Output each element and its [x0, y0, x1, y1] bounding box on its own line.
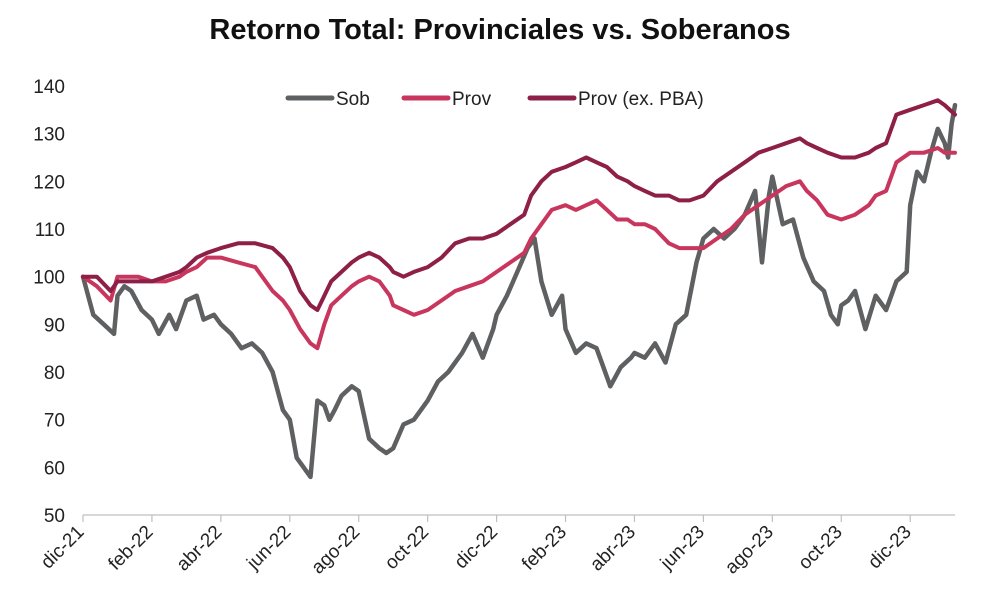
legend-item: Prov	[401, 89, 492, 110]
y-tick-label: 70	[44, 411, 65, 432]
x-tick-label: feb-23	[518, 522, 571, 575]
legend-label: Prov (ex. PBA)	[578, 89, 704, 110]
y-tick-label: 130	[33, 125, 65, 146]
x-tick-label: ago-22	[308, 522, 365, 579]
x-tick-label: jun-22	[242, 522, 295, 575]
x-tick-label: ago-23	[721, 522, 778, 579]
y-tick-label: 90	[44, 315, 65, 336]
chart-title: Retorno Total: Provinciales vs. Soberano…	[209, 14, 791, 46]
legend-label: Prov	[452, 89, 492, 110]
x-tick-label: dic-21	[37, 522, 88, 573]
x-tick-label: dic-22	[451, 522, 502, 573]
legend: Sob Prov Prov (ex. PBA)	[285, 89, 704, 110]
series-line-prov-ex-pba	[81, 98, 957, 312]
y-tick-label: 100	[33, 268, 65, 289]
y-tick-label: 60	[44, 458, 65, 479]
x-tick-label: oct-22	[381, 522, 433, 574]
series-lines	[80, 98, 958, 480]
series-line-prov	[81, 146, 957, 351]
legend-label: Sob	[336, 89, 370, 110]
x-tick-label: feb-22	[105, 522, 158, 575]
y-tick-label: 120	[33, 172, 65, 193]
y-tick-label: 50	[44, 506, 65, 527]
y-tick-label: 110	[35, 220, 65, 241]
x-tick-label: abr-23	[586, 522, 640, 576]
x-tick-label: jun-23	[656, 522, 709, 575]
legend-item: Prov (ex. PBA)	[527, 89, 704, 110]
x-tick-label: oct-23	[795, 522, 847, 574]
x-tick-label: abr-22	[173, 522, 227, 576]
y-tick-label: 140	[33, 77, 65, 98]
legend-item: Sob	[285, 89, 370, 110]
y-tick-label: 80	[44, 363, 65, 384]
x-tick-label: dic-23	[864, 522, 915, 573]
series-line-sob	[80, 102, 958, 480]
